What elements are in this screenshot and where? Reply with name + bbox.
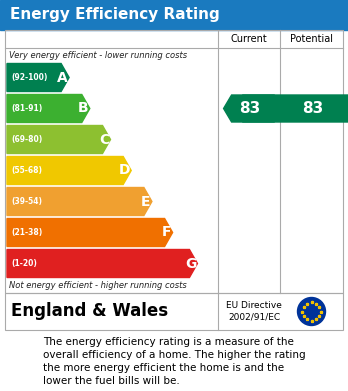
Text: (1-20): (1-20)	[11, 259, 37, 268]
Polygon shape	[7, 219, 173, 246]
Text: A: A	[57, 70, 68, 84]
Text: (92-100): (92-100)	[11, 73, 47, 82]
Bar	[5, 30, 343, 293]
Text: The energy efficiency rating is a measure of the
overall efficiency of a home. T: The energy efficiency rating is a measur…	[43, 337, 305, 386]
Text: G: G	[185, 256, 197, 271]
Text: (81-91): (81-91)	[11, 104, 42, 113]
Bar	[0, 0, 348, 30]
Bar	[5, 293, 343, 330]
Polygon shape	[7, 95, 90, 122]
Text: Very energy efficient - lower running costs: Very energy efficient - lower running co…	[9, 50, 187, 59]
Text: (55-68): (55-68)	[11, 166, 42, 175]
Text: Current: Current	[231, 34, 267, 44]
Text: D: D	[119, 163, 130, 178]
Text: F: F	[161, 226, 171, 240]
Text: Potential: Potential	[290, 34, 333, 44]
Text: EU Directive: EU Directive	[226, 301, 282, 310]
Polygon shape	[7, 249, 197, 278]
Text: B: B	[78, 102, 89, 115]
Polygon shape	[7, 156, 131, 185]
Text: E: E	[141, 194, 150, 208]
Text: 2002/91/EC: 2002/91/EC	[228, 312, 280, 321]
Text: C: C	[99, 133, 109, 147]
Text: England & Wales: England & Wales	[11, 303, 168, 321]
Text: (39-54): (39-54)	[11, 197, 42, 206]
Polygon shape	[7, 126, 111, 154]
Text: 83: 83	[302, 101, 323, 116]
Text: Not energy efficient - higher running costs: Not energy efficient - higher running co…	[9, 282, 187, 291]
Polygon shape	[7, 188, 152, 215]
Polygon shape	[223, 95, 275, 122]
Circle shape	[298, 298, 325, 325]
Text: Energy Efficiency Rating: Energy Efficiency Rating	[10, 7, 220, 23]
Polygon shape	[235, 95, 348, 122]
Polygon shape	[7, 63, 69, 91]
Text: 83: 83	[239, 101, 261, 116]
Text: (21-38): (21-38)	[11, 228, 42, 237]
Text: (69-80): (69-80)	[11, 135, 42, 144]
